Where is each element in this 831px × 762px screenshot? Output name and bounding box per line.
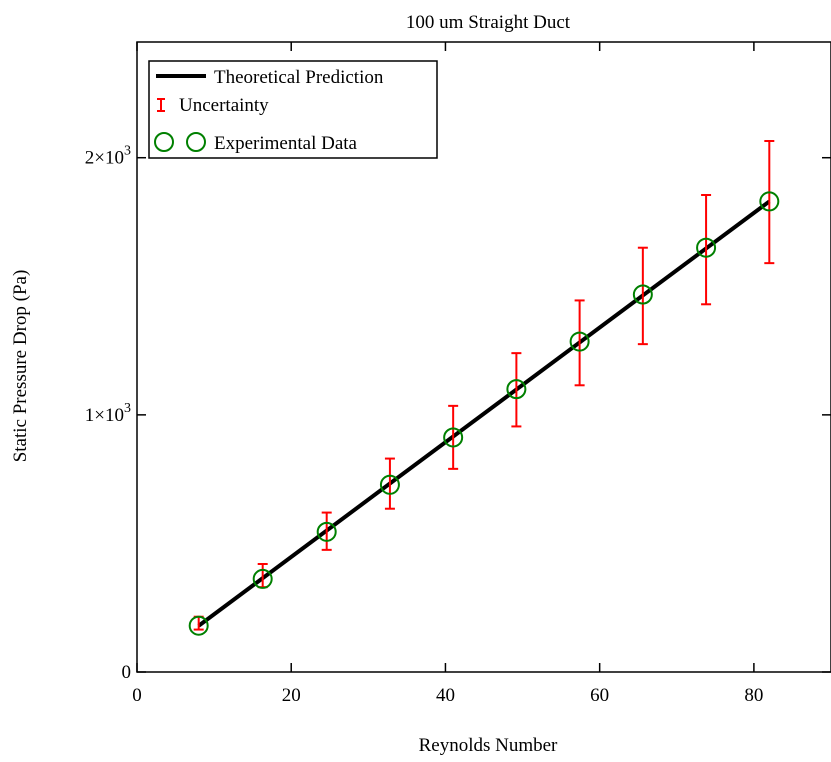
x-axis-label: Reynolds Number: [419, 735, 558, 756]
data-point: [443, 427, 464, 448]
error-bar: [574, 299, 585, 387]
data-point: [316, 521, 337, 542]
error-bar: [764, 140, 775, 265]
error-bar: [448, 404, 459, 470]
legend-marker-swatch: [154, 132, 174, 152]
chart-title: 100 um Straight Duct: [406, 12, 571, 33]
legend-entry-uncertainty: Uncertainty: [179, 95, 269, 116]
error-bar: [701, 194, 712, 306]
data-point: [569, 331, 590, 352]
data-point: [506, 379, 527, 400]
data-point: [696, 237, 717, 258]
theory-line: [197, 199, 771, 628]
x-tick-label: 0: [132, 685, 142, 706]
x-tick-label: 80: [744, 685, 763, 706]
legend-errorbar-swatch: [157, 98, 165, 112]
data-point: [759, 191, 780, 212]
legend-entry-theoretical: Theoretical Prediction: [214, 67, 384, 88]
x-tick-label: 40: [436, 685, 455, 706]
legend-box: [148, 60, 438, 159]
x-tick-label: 60: [590, 685, 609, 706]
y-axis-label: Static Pressure Drop (Pa): [10, 270, 31, 463]
y-axis-ticks: 0 1×103 2×103: [85, 144, 831, 683]
error-bar: [511, 352, 522, 428]
x-axis-ticks: 0 20 40 60 80: [132, 42, 763, 706]
x-tick-label: 20: [282, 685, 301, 706]
data-point: [252, 568, 273, 589]
legend: Theoretical Prediction Uncertainty Exper…: [148, 60, 438, 159]
error-bar: [321, 511, 332, 551]
y-tick-label: 1×103: [85, 401, 131, 426]
y-tick-label: 0: [122, 662, 132, 683]
data-point: [632, 284, 653, 305]
data-point: [188, 615, 209, 636]
error-bar: [637, 246, 648, 346]
error-bar: [384, 457, 395, 510]
plot-frame: [136, 41, 831, 673]
data-point: [379, 474, 400, 495]
plot-area: [188, 140, 780, 636]
y-tick-label: 2×103: [85, 144, 131, 169]
legend-entry-experimental: Experimental Data: [214, 133, 358, 154]
legend-marker-swatch: [186, 132, 206, 152]
